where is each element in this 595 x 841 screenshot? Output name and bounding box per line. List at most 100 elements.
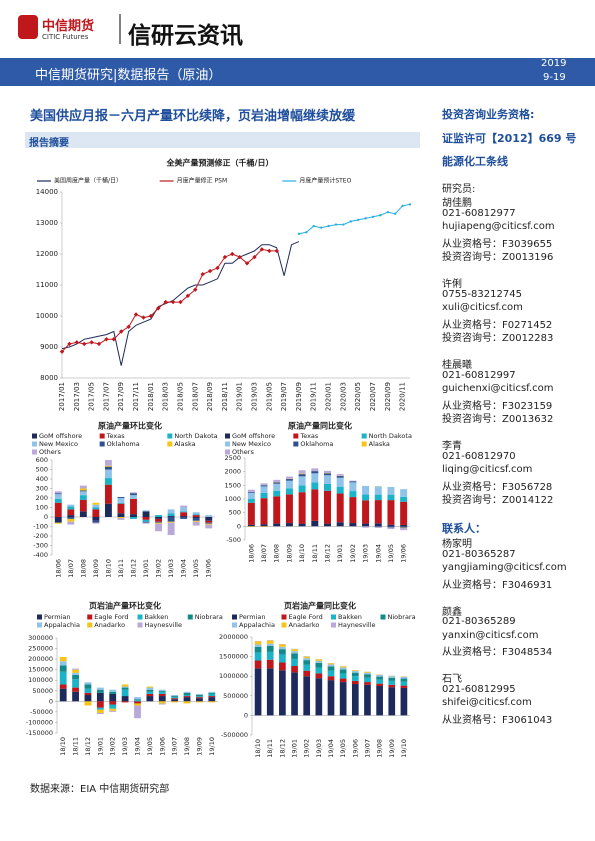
bar-segment [79, 488, 87, 491]
researcher-phone: 021-60812997 [442, 369, 516, 381]
bar-segment [362, 485, 370, 495]
bar-segment [67, 521, 75, 525]
bar-segment [327, 664, 335, 667]
researcher-license: 从业资格号：F3023159 [442, 400, 553, 412]
legend-swatch [32, 441, 37, 447]
x-tick-label: 2018/01 [147, 382, 155, 411]
bar-segment [109, 704, 117, 709]
researcher-name: 胡佳鹏 [442, 198, 472, 209]
marker [207, 268, 213, 274]
bar-segment [142, 522, 150, 524]
legend-swatch [87, 622, 93, 628]
series-line [298, 203, 411, 235]
x-tick-label: 2019/09 [295, 382, 303, 411]
y-tick-label: 0 [44, 513, 48, 521]
chart-title: 全美产量预测修正（千桶/日） [166, 158, 274, 168]
bar-segment [376, 683, 383, 686]
bar-segment [336, 486, 344, 494]
bar-segment [134, 705, 141, 719]
chart-title: 原油产量同比变化 [288, 421, 352, 431]
bar-segment [327, 676, 335, 681]
bar-segment [104, 503, 112, 517]
bar-segment [192, 512, 200, 515]
bar-segment [279, 654, 286, 663]
bar-segment [327, 663, 335, 665]
legend-label: Permian [44, 613, 71, 621]
bar-segment [171, 698, 179, 700]
bar-segment [208, 692, 216, 694]
bar-segment [315, 673, 323, 679]
legend-label: Permian [239, 613, 266, 621]
contact-license: 从业资格号：F3048534 [442, 647, 553, 658]
bar-segment [374, 526, 382, 528]
marker [327, 224, 330, 228]
bar-segment [84, 692, 92, 695]
bar-segment [59, 688, 67, 702]
x-tick-label: 18/07 [260, 544, 268, 563]
x-tick-label: 2019/05 [265, 382, 273, 411]
bar-segment [339, 673, 347, 679]
bar-segment [167, 509, 175, 514]
bar-segment [79, 511, 87, 517]
bar-segment [291, 653, 298, 659]
bar-segment [260, 485, 268, 487]
x-tick-label: 18/08 [79, 559, 87, 578]
bar-segment [171, 701, 179, 703]
legend-swatch [37, 614, 42, 620]
marker [148, 313, 154, 319]
bar-segment [142, 510, 150, 512]
bar-segment [362, 523, 370, 527]
legend-label: Oklahoma [300, 440, 333, 448]
bar-segment [79, 490, 87, 492]
legend-swatch [37, 622, 42, 628]
marker [334, 223, 338, 226]
bar-segment [279, 644, 286, 647]
bar-segment [208, 697, 216, 702]
chart-title: 原油产量环比变化 [98, 421, 162, 431]
bar-segment [96, 709, 104, 713]
x-tick-label: 2019/11 [310, 382, 318, 411]
y-tick-label: -100000 [26, 718, 53, 726]
x-tick-label: 2018/09 [206, 382, 214, 411]
bar-segment [298, 476, 306, 486]
bar-segment [121, 684, 129, 687]
y-tick-label: 8000 [40, 374, 58, 382]
x-tick-label: 19/03 [121, 737, 129, 756]
legend-swatch [293, 433, 299, 439]
x-tick-label: 2019/01 [236, 382, 244, 411]
bar-segment [117, 513, 125, 517]
legend-label: 月度产量预计STEO [299, 177, 351, 185]
y-tick-label: -150000 [26, 729, 53, 737]
x-tick-label: 2020/03 [339, 382, 347, 411]
bar-segment [104, 478, 112, 485]
x-tick-label: 2019/07 [280, 382, 288, 411]
marker [379, 214, 382, 217]
contacts-label: 联系人： [442, 522, 486, 535]
bar-segment [254, 652, 262, 661]
bar-segment [388, 677, 396, 681]
brand: 信研云资讯 [128, 23, 243, 49]
bar-segment [180, 512, 188, 517]
x-tick-label: 2017/11 [132, 382, 140, 411]
bar-segment [155, 521, 163, 523]
contact-license: 从业资格号：F3061043 [442, 714, 553, 726]
bar-segment [376, 675, 383, 677]
bar-segment [96, 687, 104, 690]
legend-label: GoM offshore [232, 432, 275, 440]
x-tick-label: 2018/11 [221, 382, 229, 411]
y-tick-label: 100000 [28, 676, 53, 684]
x-tick-label: 19/06 [205, 559, 213, 578]
bar-segment [339, 678, 347, 683]
x-tick-label: 18/11 [266, 739, 274, 758]
researcher-license: 从业资格号：F0271452 [442, 319, 553, 331]
bar-segment [96, 692, 104, 702]
bar-segment [84, 688, 92, 693]
bar-segment [117, 497, 125, 498]
x-tick-label: 19/04 [134, 737, 142, 756]
marker [126, 324, 131, 330]
marker [401, 204, 404, 208]
y-tick-label: 50000 [32, 687, 53, 695]
bar-segment [67, 515, 75, 517]
bar-segment [291, 672, 298, 716]
